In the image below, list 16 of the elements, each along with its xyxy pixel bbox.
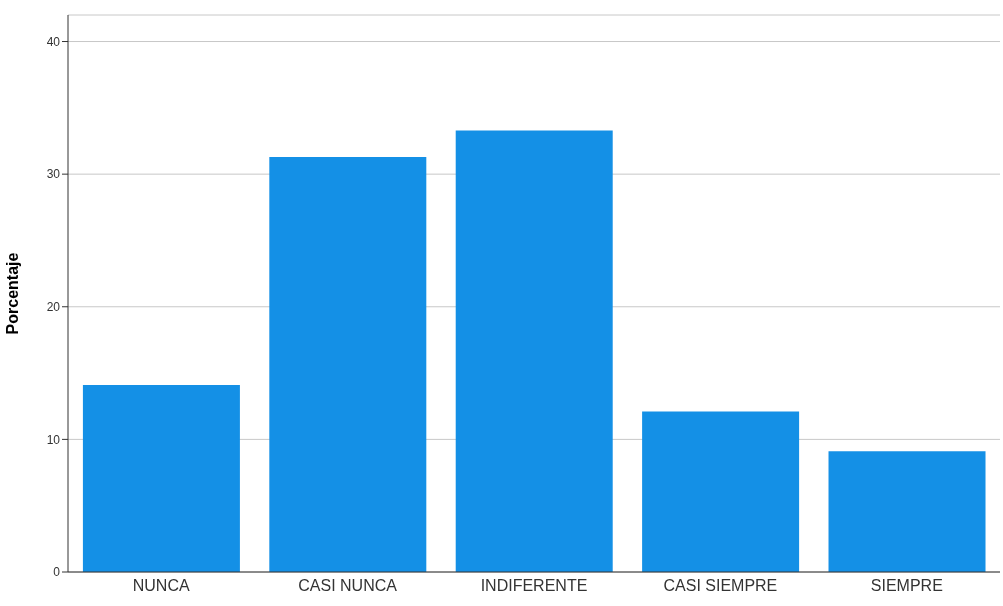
y-tick-label: 40: [46, 34, 61, 49]
x-tick-label: CASI NUNCA: [298, 577, 398, 595]
x-tick-label: CASI SIEMPRE: [663, 577, 778, 595]
y-tick-label: 30: [46, 167, 61, 182]
bar: [642, 411, 800, 572]
y-tick-label: 20: [46, 300, 61, 315]
bar: [455, 130, 613, 572]
x-tick-label: NUNCA: [132, 577, 190, 595]
y-axis-title: Porcentaje: [3, 252, 21, 335]
y-tick-label: 0: [53, 565, 61, 580]
bar: [82, 385, 240, 572]
bar: [269, 156, 427, 572]
y-tick-label: 10: [46, 432, 61, 447]
x-tick-label: SIEMPRE: [870, 577, 943, 595]
x-tick-label: INDIFERENTE: [480, 577, 588, 595]
bar: [828, 451, 986, 572]
